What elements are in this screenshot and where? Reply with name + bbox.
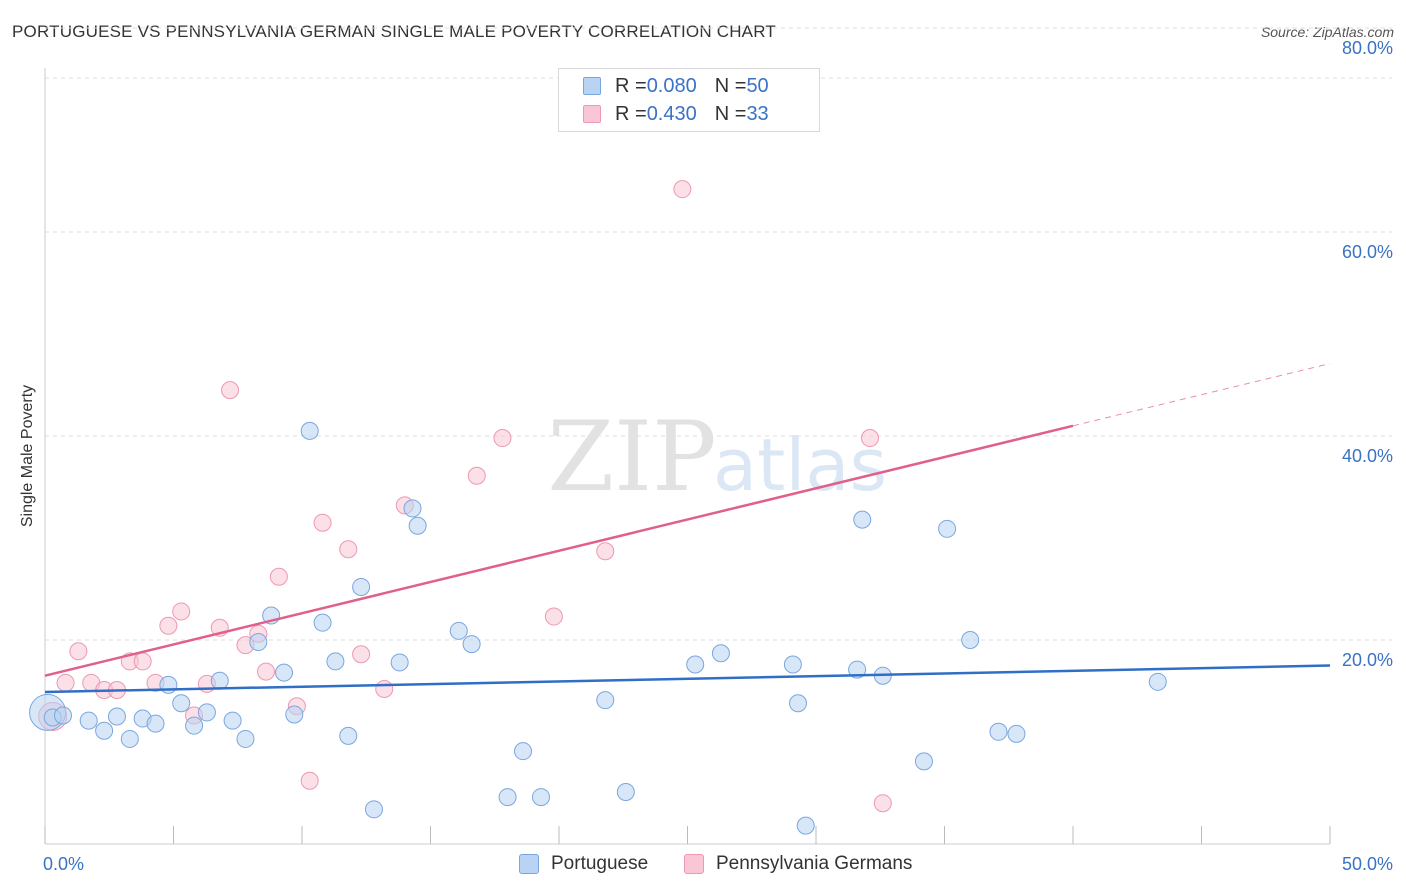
pennsylvania-germans-point [257, 662, 276, 681]
watermark-zip: ZIP [547, 401, 716, 513]
portuguese-point [532, 788, 551, 807]
portuguese-point [914, 752, 933, 771]
stats-legend: R = 0.080 N = 50 R = 0.430 N = 33 [558, 68, 820, 132]
legend-n-label: N = [714, 74, 747, 97]
bottom-legend-pennsylvania-germans[interactable]: Pennsylvania Germans [684, 852, 912, 876]
portuguese-point [120, 729, 139, 748]
bottom-legend-portuguese[interactable]: Portuguese [519, 852, 648, 876]
portuguese-point [275, 663, 294, 682]
portuguese-point [223, 711, 242, 730]
pennsylvania-germans-point [133, 652, 152, 671]
pennsylvania-germans-point [352, 645, 371, 664]
pennsylvania-germans-legend-swatch [684, 854, 704, 874]
watermark-atlas: atlas [713, 423, 887, 507]
portuguese-point [616, 782, 635, 801]
portuguese-point [848, 660, 867, 679]
pennsylvania-germans-point [596, 542, 615, 561]
portuguese-point [853, 510, 872, 529]
legend-r-label: R = [615, 74, 647, 97]
portuguese-trend-line [44, 664, 1331, 694]
legend-n-value: 33 [746, 102, 769, 125]
y-tick-label: 60.0% [1342, 242, 1393, 262]
portuguese-point [249, 633, 268, 652]
portuguese-point [352, 577, 371, 596]
portuguese-point [498, 788, 517, 807]
portuguese-point [339, 726, 358, 745]
pennsylvania-germans-point [221, 381, 240, 400]
pennsylvania-germans-point [339, 540, 358, 559]
portuguese-point [686, 655, 705, 674]
portuguese-point [236, 729, 255, 748]
legend-r-label: R = [615, 102, 647, 125]
pennsylvania-germans-point [544, 607, 563, 626]
pennsylvania-germans-point [493, 429, 512, 448]
portuguese-point [146, 714, 165, 733]
portuguese-point [326, 652, 345, 671]
portuguese-point [300, 421, 319, 440]
portuguese-point [1007, 724, 1026, 743]
pennsylvania-germans-point [300, 771, 319, 790]
portuguese-point [313, 613, 332, 632]
portuguese-point [449, 621, 468, 640]
pennsylvania-germans-point [467, 466, 486, 485]
portuguese-point [938, 519, 957, 538]
trend-lines [44, 363, 1331, 694]
pennsylvania-germans-point [673, 180, 692, 199]
legend-r-value: 0.080 [646, 74, 697, 97]
chart-title: PORTUGUESE VS PENNSYLVANIA GERMAN SINGLE… [12, 22, 776, 41]
portuguese-point [210, 671, 229, 690]
portuguese-point [172, 694, 191, 713]
portuguese-point [1148, 672, 1167, 691]
portuguese-point [783, 655, 802, 674]
pennsylvania-germans-point [69, 642, 88, 661]
y-tick-label: 80.0% [1342, 38, 1393, 58]
pennsylvania-germans-point [159, 616, 178, 635]
portuguese-legend-label: Portuguese [551, 853, 649, 874]
pennsylvania-germans-trend-extension [1072, 363, 1331, 427]
y-tick-label: 40.0% [1342, 446, 1393, 466]
portuguese-legend-swatch [519, 854, 539, 874]
pennsylvania-germans-point [873, 794, 892, 813]
pennsylvania-germans-trend-line [44, 424, 1074, 677]
portuguese-point [53, 706, 72, 725]
portuguese-point [711, 644, 730, 663]
portuguese-point [364, 800, 383, 819]
legend-row-portuguese: R = 0.080 N = 50 [583, 73, 769, 99]
portuguese-point [285, 705, 304, 724]
portuguese-point [403, 499, 422, 518]
pennsylvania-germans-legend-label: Pennsylvania Germans [716, 853, 913, 874]
portuguese-point [989, 722, 1008, 741]
watermark: ZIP atlas [547, 401, 887, 513]
pennsylvania-germans-point [56, 673, 75, 692]
x-tick-label-max: 50.0% [1342, 854, 1393, 874]
pennsylvania-germans-point [269, 567, 288, 586]
portuguese-point [79, 711, 98, 730]
legend-n-label: N = [714, 102, 747, 125]
legend-n-value: 50 [746, 74, 769, 97]
portuguese-point [796, 816, 815, 835]
portuguese-point [789, 694, 808, 713]
portuguese-swatch [583, 77, 601, 95]
portuguese-point [390, 653, 409, 672]
portuguese-point [197, 703, 216, 722]
pennsylvania-germans-point [375, 679, 394, 698]
pennsylvania-germans-point [860, 429, 879, 448]
y-tick-label: 20.0% [1342, 650, 1393, 670]
legend-r-value: 0.430 [646, 102, 697, 125]
portuguese-point [107, 707, 126, 726]
portuguese-point [596, 691, 615, 710]
portuguese-point [185, 716, 204, 735]
portuguese-point [462, 635, 481, 654]
pennsylvania-germans-point [313, 513, 332, 532]
pennsylvania-germans-swatch [583, 105, 601, 123]
pennsylvania-germans-point [172, 602, 191, 621]
tick-labels: 20.0% 40.0% 60.0% 80.0% 0.0% 50.0% [43, 38, 1393, 874]
legend-row-pennsylvania-germans: R = 0.430 N = 33 [583, 101, 769, 127]
x-tick-label-min: 0.0% [43, 854, 84, 874]
portuguese-point [95, 721, 114, 740]
portuguese-point [408, 516, 427, 535]
portuguese-point [514, 742, 533, 761]
portuguese-point [961, 631, 980, 649]
